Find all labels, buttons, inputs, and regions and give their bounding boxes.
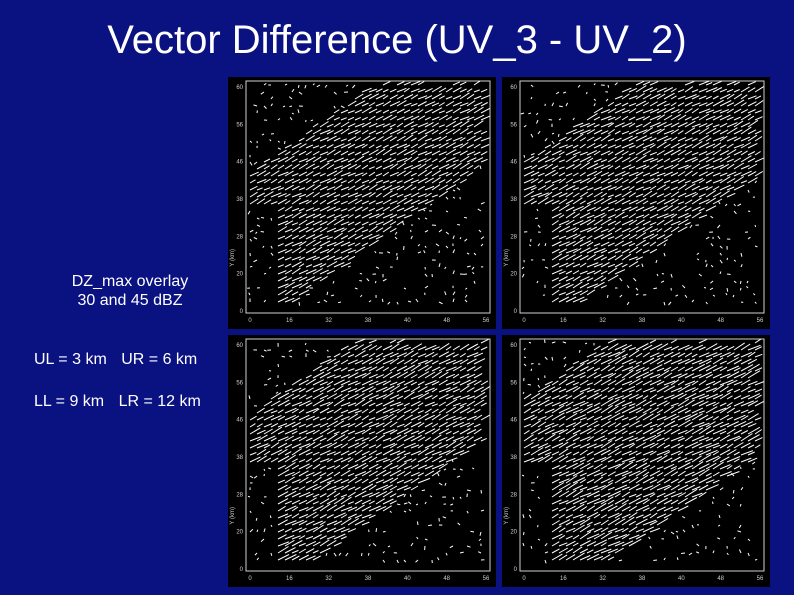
vector-plot-ll: 0 16 32 38 40 48 56 0 20 28 38 46 56 60 Y (km) [230,338,491,582]
y-axis-label: Y (km) [504,249,510,267]
page-title: Vector Difference (UV_3 - UV_2) [107,18,687,62]
y-tick-label: 20 [236,272,243,278]
x-tick-label: 32 [599,576,606,582]
y-tick-label: 46 [236,160,243,166]
x-tick-label: 48 [717,576,724,582]
y-tick-label: 38 [236,455,243,461]
vector-field [247,80,491,306]
x-tick-label: 38 [639,576,646,582]
x-tick-label: 40 [678,318,685,324]
y-tick-label: 46 [510,418,517,424]
y-axis-label: Y (km) [230,507,236,525]
legend-row-upper: UL = 3 km UR = 6 km [34,350,197,370]
x-tick-label: 32 [325,576,332,582]
y-tick-label: 38 [510,455,517,461]
legend-ul: UL = 3 km [34,351,107,368]
plot-frame [245,338,491,572]
plot-frame [519,80,765,314]
x-tick-label: 40 [678,576,685,582]
y-tick-label: 28 [236,492,243,498]
x-tick-label: 38 [365,318,372,324]
legend-ll: LL = 9 km [34,393,105,410]
plot-frame [245,80,491,314]
x-tick-label: 56 [483,576,490,582]
panel-upper-left: 0 16 32 38 40 48 56 0 20 28 38 46 56 60 Y (km) [228,77,496,329]
y-tick-label: 60 [510,343,517,349]
panel-upper-right: 0 16 32 38 40 48 56 0 20 28 38 46 56 60 Y (km) [502,77,770,329]
x-tick-label: 16 [560,318,567,324]
y-tick-label: 28 [510,492,517,498]
y-axis-label: Y (km) [504,507,510,525]
caption-line-2: 30 and 45 dBZ [77,292,183,309]
x-tick-label: 40 [404,576,411,582]
x-tick-label: 48 [717,318,724,324]
legend-lr: LR = 12 km [118,393,201,410]
x-tick-label: 38 [365,576,372,582]
vector-field [520,80,765,306]
y-tick-label: 0 [514,567,518,573]
y-tick-label: 20 [510,530,517,536]
x-tick-label: 48 [443,318,450,324]
y-tick-label: 46 [510,160,517,166]
legend-ur: UR = 6 km [121,351,198,368]
overlay-caption: DZ_max overlay 30 and 45 dBZ [30,272,230,310]
y-axis-label: Y (km) [230,249,236,267]
y-tick-label: 0 [514,309,518,315]
caption-line-1: DZ_max overlay [71,273,189,290]
x-tick-label: 0 [248,318,252,324]
y-tick-label: 56 [510,122,517,128]
y-tick-label: 56 [236,122,243,128]
x-tick-label: 40 [404,318,411,324]
vector-plot-lr: 0 16 32 38 40 48 56 0 20 28 38 46 56 60 Y (km) [504,338,765,582]
legend-row-lower: LL = 9 km LR = 12 km [34,392,201,412]
panel-lower-left: 0 16 32 38 40 48 56 0 20 28 38 46 56 60 Y (km) [228,335,496,587]
x-tick-label: 16 [286,318,293,324]
x-tick-label: 0 [522,318,526,324]
y-tick-label: 60 [510,85,517,91]
x-tick-label: 56 [483,318,490,324]
panel-lower-right: 0 16 32 38 40 48 56 0 20 28 38 46 56 60 Y (km) [502,335,770,587]
x-tick-label: 0 [522,576,526,582]
y-tick-label: 46 [236,418,243,424]
x-tick-label: 48 [443,576,450,582]
y-tick-label: 28 [236,234,243,240]
vector-field [521,338,765,564]
y-tick-label: 60 [236,85,243,91]
vector-field [247,338,491,564]
y-tick-label: 56 [236,380,243,386]
y-tick-label: 20 [510,272,517,278]
x-tick-label: 32 [325,318,332,324]
plot-frame [519,338,765,572]
x-tick-label: 56 [757,576,764,582]
x-tick-label: 0 [248,576,252,582]
y-tick-label: 0 [240,567,244,573]
y-tick-label: 38 [236,197,243,203]
x-tick-label: 16 [560,576,567,582]
y-tick-label: 28 [510,234,517,240]
y-tick-label: 38 [510,197,517,203]
x-tick-label: 38 [639,318,646,324]
vector-plot-ul: 0 16 32 38 40 48 56 0 20 28 38 46 56 60 Y (km) [230,80,491,324]
y-tick-label: 60 [236,343,243,349]
x-tick-label: 56 [757,318,764,324]
y-tick-label: 20 [236,530,243,536]
y-tick-label: 56 [510,380,517,386]
vector-plot-ur: 0 16 32 38 40 48 56 0 20 28 38 46 56 60 Y (km) [504,80,765,324]
y-tick-label: 0 [240,309,244,315]
x-tick-label: 16 [286,576,293,582]
x-tick-label: 32 [599,318,606,324]
